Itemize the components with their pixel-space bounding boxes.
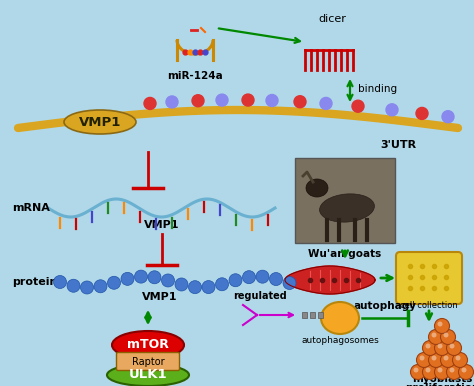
Polygon shape: [285, 266, 375, 294]
Text: VMP1: VMP1: [144, 220, 180, 230]
Text: dicer: dicer: [318, 14, 346, 24]
Text: VMP1: VMP1: [142, 292, 178, 302]
Circle shape: [242, 94, 254, 106]
Ellipse shape: [321, 302, 359, 334]
Circle shape: [449, 367, 455, 372]
Circle shape: [386, 104, 398, 116]
Text: cell collection: cell collection: [400, 301, 458, 310]
Circle shape: [435, 340, 449, 356]
Circle shape: [410, 364, 426, 379]
Circle shape: [270, 273, 283, 286]
Circle shape: [435, 318, 449, 334]
Circle shape: [413, 367, 419, 372]
Circle shape: [444, 332, 448, 337]
FancyBboxPatch shape: [117, 352, 180, 371]
FancyBboxPatch shape: [396, 252, 462, 304]
Circle shape: [283, 276, 296, 290]
Ellipse shape: [306, 179, 328, 197]
Circle shape: [189, 281, 201, 294]
Circle shape: [352, 100, 364, 112]
Circle shape: [458, 364, 474, 379]
Text: mTOR: mTOR: [127, 339, 169, 352]
Circle shape: [442, 111, 454, 123]
Circle shape: [440, 352, 456, 367]
Circle shape: [256, 270, 269, 283]
Circle shape: [243, 271, 255, 284]
Text: Wu'an goats: Wu'an goats: [309, 249, 382, 259]
Circle shape: [162, 274, 174, 287]
Circle shape: [444, 356, 448, 361]
Circle shape: [435, 364, 449, 379]
FancyBboxPatch shape: [295, 158, 395, 243]
Circle shape: [447, 340, 462, 356]
Circle shape: [438, 344, 443, 349]
Circle shape: [81, 281, 93, 294]
Circle shape: [144, 97, 156, 110]
FancyBboxPatch shape: [318, 312, 323, 318]
Text: regulated: regulated: [233, 291, 287, 301]
Circle shape: [266, 95, 278, 107]
Circle shape: [456, 356, 461, 361]
Circle shape: [449, 344, 455, 349]
Circle shape: [121, 273, 134, 285]
Text: autophagy: autophagy: [354, 301, 417, 311]
Circle shape: [447, 364, 462, 379]
Ellipse shape: [64, 110, 136, 134]
Circle shape: [462, 367, 466, 372]
Text: autophagosomes: autophagosomes: [301, 336, 379, 345]
Text: miR-124a: miR-124a: [167, 71, 223, 81]
Circle shape: [229, 274, 242, 287]
Circle shape: [453, 352, 467, 367]
Text: protein: protein: [12, 277, 57, 287]
Text: ULK1: ULK1: [128, 369, 167, 381]
Circle shape: [416, 107, 428, 119]
Text: myoblasts: myoblasts: [412, 374, 472, 384]
FancyBboxPatch shape: [310, 312, 315, 318]
Circle shape: [426, 367, 430, 372]
Ellipse shape: [112, 331, 184, 359]
Circle shape: [175, 278, 188, 291]
Circle shape: [192, 95, 204, 107]
Circle shape: [148, 271, 161, 284]
Text: 3'UTR: 3'UTR: [380, 140, 416, 150]
Circle shape: [54, 276, 66, 288]
Ellipse shape: [319, 194, 374, 222]
FancyBboxPatch shape: [302, 312, 307, 318]
Circle shape: [216, 278, 228, 291]
Circle shape: [422, 364, 438, 379]
Circle shape: [428, 352, 444, 367]
Text: mRNA: mRNA: [12, 203, 50, 213]
Circle shape: [419, 356, 425, 361]
Circle shape: [320, 97, 332, 110]
Circle shape: [67, 279, 80, 292]
Circle shape: [431, 332, 437, 337]
Circle shape: [438, 367, 443, 372]
Text: binding: binding: [358, 84, 397, 94]
Circle shape: [440, 330, 456, 344]
Circle shape: [294, 96, 306, 108]
Circle shape: [428, 330, 444, 344]
Circle shape: [135, 270, 147, 283]
Circle shape: [202, 281, 215, 294]
Circle shape: [216, 94, 228, 106]
Circle shape: [438, 322, 443, 327]
Circle shape: [94, 280, 107, 293]
Text: Raptor: Raptor: [132, 357, 164, 367]
Circle shape: [426, 344, 430, 349]
Ellipse shape: [107, 364, 189, 386]
Text: proliferation: proliferation: [405, 383, 474, 386]
Circle shape: [431, 356, 437, 361]
Circle shape: [417, 352, 431, 367]
Circle shape: [422, 340, 438, 356]
Circle shape: [166, 96, 178, 108]
Text: VMP1: VMP1: [79, 115, 121, 129]
Circle shape: [108, 276, 120, 289]
